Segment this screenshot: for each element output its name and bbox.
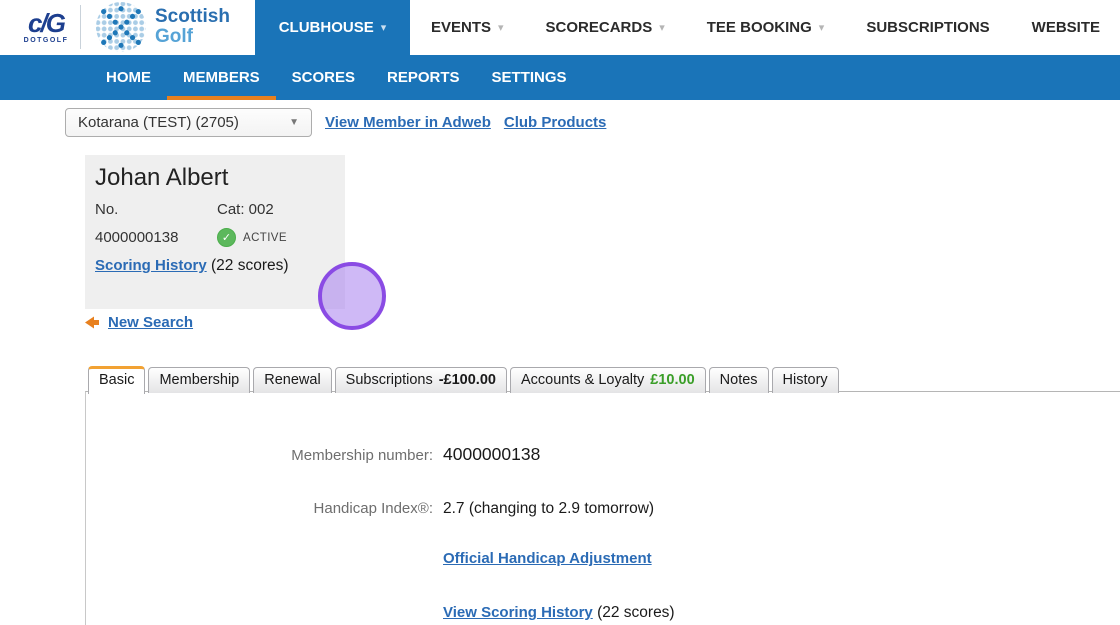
subnav-settings[interactable]: SETTINGS — [476, 55, 583, 100]
view-scoring-history-count: (22 scores) — [592, 604, 675, 621]
subnav-settings-label: SETTINGS — [491, 69, 567, 86]
tab-history-label: History — [782, 372, 828, 388]
member-summary-card: Johan Albert No. Cat: 002 4000000138 ✓ A… — [85, 155, 345, 309]
status-label: ACTIVE — [243, 231, 287, 244]
scoring-history-row: Scoring History (22 scores) — [95, 257, 335, 275]
check-circle-icon: ✓ — [217, 228, 236, 247]
tab-notes[interactable]: Notes — [708, 367, 769, 393]
toolbar-links: View Member in Adweb Club Products — [325, 114, 606, 131]
handicap-index-value: 2.7 (changing to 2.9 tomorrow) — [443, 500, 655, 517]
tab-basic-label: Basic — [99, 372, 135, 388]
member-detail-tabs: Basic Membership Renewal Subscriptions -… — [88, 366, 839, 394]
new-search: New Search — [85, 314, 193, 331]
handicap-adjustment-cell: Official Handicap Adjustment — [443, 550, 652, 568]
accounts-loyalty-balance: £10.00 — [650, 372, 695, 388]
topnav-clubhouse-label: CLUBHOUSE — [278, 19, 374, 36]
view-scoring-history-cell: View Scoring History (22 scores) — [443, 604, 675, 622]
view-scoring-history-link[interactable]: View Scoring History — [443, 604, 593, 621]
tab-history[interactable]: History — [771, 367, 839, 393]
scottish-golf-ball-icon — [95, 1, 147, 53]
scottish-golf-wordmark: Scottish Golf — [155, 6, 230, 47]
tab-subscriptions[interactable]: Subscriptions -£100.00 — [334, 367, 507, 393]
tab-renewal-label: Renewal — [264, 372, 321, 388]
subnav-members[interactable]: MEMBERS — [167, 55, 276, 100]
view-member-in-adweb-link[interactable]: View Member in Adweb — [325, 114, 491, 131]
member-no-label: No. — [95, 201, 119, 218]
topnav-subscriptions[interactable]: SUBSCRIPTIONS — [845, 0, 1010, 55]
scottish-golf-logo[interactable]: Scottish Golf — [95, 1, 230, 53]
topnav-events[interactable]: EVENTS ▾ — [410, 0, 525, 55]
membership-number-label: Membership number: — [291, 447, 433, 464]
topnav-clubhouse[interactable]: CLUBHOUSE ▾ — [255, 0, 410, 55]
logo-divider — [80, 5, 81, 49]
tab-subscriptions-label: Subscriptions — [345, 372, 433, 388]
member-meta-row: No. Cat: 002 — [95, 201, 335, 218]
tab-membership[interactable]: Membership — [148, 367, 251, 393]
clubhouse-subnav: HOME MEMBERS SCORES REPORTS SETTINGS — [0, 55, 1120, 100]
handicap-index-row: Handicap Index®: 2.7 (changing to 2.9 to… — [86, 500, 1086, 518]
member-number-row: 4000000138 ✓ ACTIVE — [95, 228, 335, 247]
status-badge: ✓ ACTIVE — [217, 228, 287, 247]
official-handicap-adjustment-link[interactable]: Official Handicap Adjustment — [443, 550, 652, 567]
topnav-website[interactable]: WEBSITE — [1011, 0, 1120, 55]
tab-membership-label: Membership — [159, 372, 240, 388]
club-products-link[interactable]: Club Products — [503, 114, 607, 131]
chevron-down-icon: ▾ — [498, 22, 504, 34]
dropdown-caret-icon: ▼ — [289, 117, 299, 128]
subnav-home-label: HOME — [106, 69, 151, 86]
topnav-subscriptions-label: SUBSCRIPTIONS — [866, 19, 990, 36]
topnav-tee-booking[interactable]: TEE BOOKING ▾ — [686, 0, 846, 55]
topnav-tee-booking-label: TEE BOOKING — [706, 19, 812, 36]
subnav-scores[interactable]: SCORES — [276, 55, 371, 100]
subnav-members-label: MEMBERS — [183, 69, 260, 86]
tab-renewal[interactable]: Renewal — [253, 367, 332, 393]
chevron-down-icon: ▾ — [818, 22, 825, 34]
tab-accounts-loyalty[interactable]: Accounts & Loyalty £10.00 — [509, 367, 706, 393]
topnav-scorecards[interactable]: SCORECARDS ▾ — [525, 0, 686, 55]
scoring-history-link[interactable]: Scoring History — [95, 257, 207, 274]
dotgolf-logo-icon: c/G — [28, 8, 66, 38]
basic-tab-panel: Membership number: 4000000138 Handicap I… — [85, 391, 1120, 625]
subnav-reports[interactable]: REPORTS — [371, 55, 476, 100]
topnav-website-label: WEBSITE — [1031, 19, 1101, 36]
member-name: Johan Albert — [95, 164, 229, 191]
subnav-scores-label: SCORES — [291, 69, 356, 86]
member-toolbar: Kotarana (TEST) (2705) ▼ View Member in … — [65, 108, 606, 137]
member-select-dropdown[interactable]: Kotarana (TEST) (2705) ▼ — [65, 108, 312, 137]
topnav-scorecards-label: SCORECARDS — [545, 19, 653, 36]
handicap-index-label: Handicap Index®: — [313, 500, 433, 517]
dotgolf-logo[interactable]: c/G DOTGOLF — [20, 10, 72, 44]
scoring-history-count: (22 scores) — [206, 257, 289, 274]
topnav-events-label: EVENTS — [431, 19, 492, 36]
member-select-value: Kotarana (TEST) (2705) — [78, 114, 239, 131]
click-indicator — [318, 262, 386, 330]
top-header: c/G DOTGOLF — [0, 0, 1120, 55]
tab-accounts-loyalty-label: Accounts & Loyalty — [520, 372, 645, 388]
new-search-link[interactable]: New Search — [108, 314, 194, 331]
logo-group: c/G DOTGOLF — [20, 1, 230, 53]
member-number: 4000000138 — [95, 229, 179, 246]
member-category: Cat: 002 — [217, 201, 274, 218]
chevron-down-icon: ▾ — [380, 22, 387, 34]
handicap-adjustment-row: Official Handicap Adjustment — [86, 550, 1086, 568]
dotgolf-logo-label: DOTGOLF — [23, 37, 69, 44]
tab-basic[interactable]: Basic — [88, 366, 146, 394]
subnav-home[interactable]: HOME — [90, 55, 167, 100]
top-navigation: CLUBHOUSE ▾ EVENTS ▾ SCORECARDS ▾ TEE BO… — [255, 0, 1120, 55]
subscriptions-balance: -£100.00 — [438, 372, 496, 388]
chevron-down-icon: ▾ — [659, 22, 665, 34]
tab-notes-label: Notes — [719, 372, 758, 388]
membership-number-row: Membership number: 4000000138 — [86, 444, 1086, 465]
subnav-reports-label: REPORTS — [387, 69, 460, 86]
membership-number-value: 4000000138 — [443, 444, 541, 464]
clubhouse-subnav-items: HOME MEMBERS SCORES REPORTS SETTINGS — [90, 55, 583, 100]
view-scoring-history-row: View Scoring History (22 scores) — [86, 604, 1086, 622]
back-arrow-icon — [85, 316, 99, 329]
